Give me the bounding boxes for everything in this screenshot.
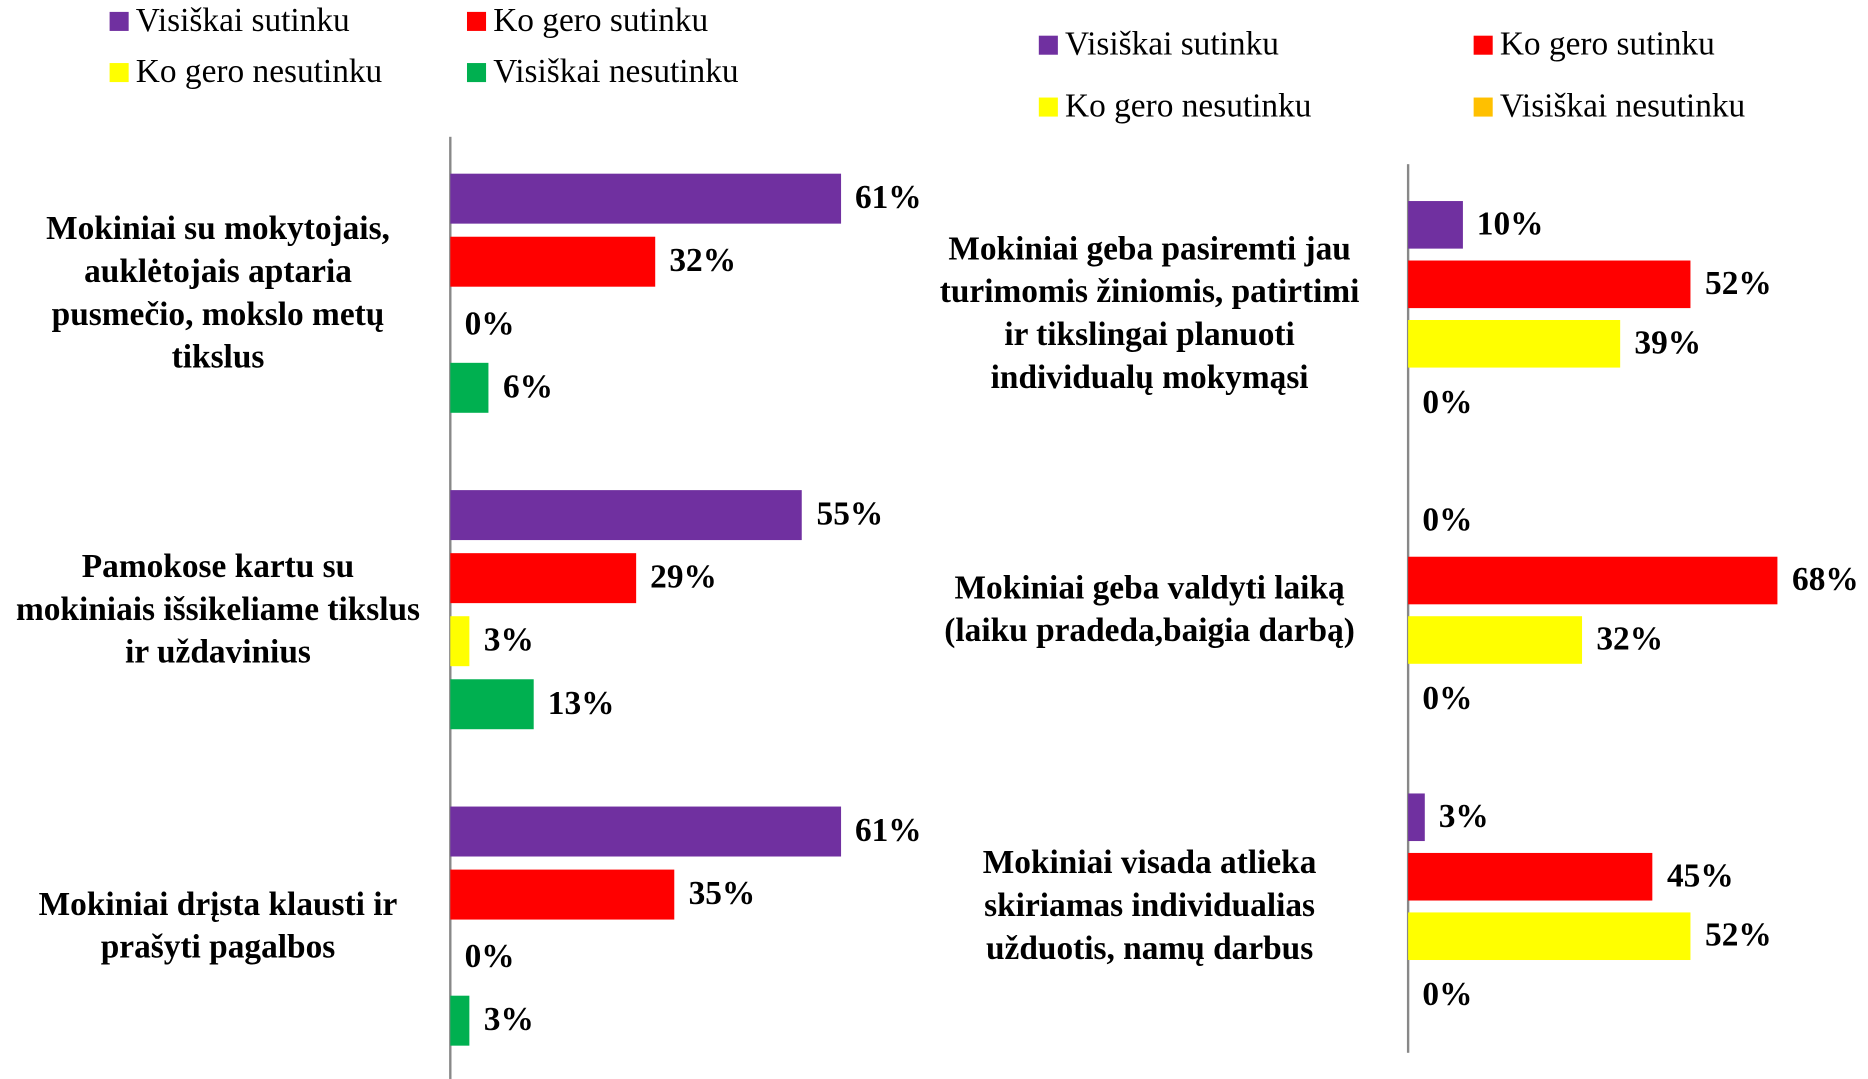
category-label: Mokiniai drįsta klausti ir prašyti pagal… [38,885,398,966]
data-label: 52% [1705,917,1772,955]
data-label: 3% [483,1001,534,1039]
data-label: 0% [1422,502,1473,539]
category-label: Mokiniai geba pasiremti jau turimomis ži… [939,230,1360,397]
legend-swatch [466,11,487,31]
bar [1408,793,1425,842]
legend-label: Ko gero nesutinku [1065,88,1312,125]
axis-line [1406,164,1410,1053]
data-label: 0% [464,305,515,343]
bar [1408,320,1621,368]
data-label: 3% [483,622,534,660]
category-label: Mokiniai geba valdyti laiką (laiku prade… [944,569,1355,650]
bar [450,490,803,541]
bar [1408,616,1583,664]
bar [1408,912,1691,961]
data-label: 10% [1476,205,1544,243]
legend-swatch [109,11,129,31]
legend-label: Ko gero sutinku [493,2,709,40]
data-label: 0% [464,938,515,976]
data-label: 13% [547,685,615,723]
bar [1408,556,1778,605]
category-label: Pamokose kartu su mokiniais išsikeliame … [15,547,421,671]
legend-label: Visiškai sutinku [1065,26,1279,64]
legend-swatch [466,63,487,83]
data-label: 0% [1422,384,1473,422]
bar [450,995,470,1046]
data-label: 45% [1667,857,1734,895]
data-label: 35% [688,875,756,913]
category-label: Mokiniai su mokytojais, auklėtojais apta… [46,209,390,376]
data-label: 0% [1422,976,1473,1014]
data-label: 52% [1705,265,1772,303]
bar [1408,852,1653,901]
bar [450,236,656,287]
data-label: 29% [650,559,717,596]
data-label: 6% [502,368,554,406]
bar [450,616,470,667]
data-label: 3% [1438,798,1489,836]
bar [450,553,636,604]
data-label: 55% [816,496,884,533]
data-label: 68% [1792,561,1859,599]
legend-swatch [1038,35,1058,55]
category-label: Mokiniai visada atlieka skiriamas indivi… [982,844,1317,968]
bar [450,679,534,730]
data-label: 61% [854,179,922,217]
data-label: 0% [1422,680,1473,718]
legend-label: Visiškai nesutinku [1499,88,1746,125]
legend-label: Ko gero sutinku [1499,26,1715,64]
bar [450,869,675,920]
bar [1408,260,1691,309]
legend-swatch [109,63,129,83]
legend-swatch [1038,97,1058,117]
data-label: 32% [1596,620,1664,658]
axis-line [449,136,452,1079]
bar [450,362,489,413]
data-label: 32% [669,242,737,280]
legend-label: Visiškai nesutinku [493,53,739,91]
legend-label: Visiškai sutinku [135,2,350,40]
data-label: 61% [854,812,922,850]
data-label: 39% [1634,324,1702,362]
legend-label: Ko gero nesutinku [135,53,383,91]
legend-swatch [1473,97,1493,117]
bar [450,806,841,857]
legend-swatch [1473,35,1493,55]
bar [1408,201,1463,249]
bar [450,173,841,224]
